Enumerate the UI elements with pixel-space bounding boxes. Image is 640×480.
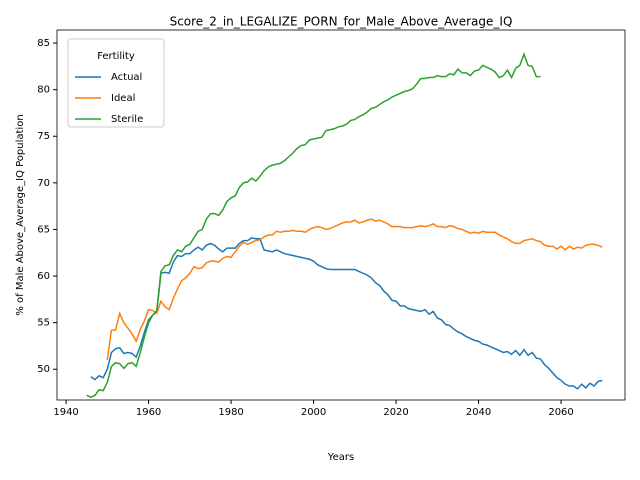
series-line <box>86 52 541 399</box>
series-line <box>90 237 603 390</box>
legend-label: Actual <box>111 72 142 83</box>
series-line <box>106 218 603 361</box>
y-tick-label: 80 <box>37 85 50 96</box>
y-tick-label: 85 <box>37 38 50 49</box>
x-tick-label: 1940 <box>53 407 78 418</box>
x-tick-label: 1960 <box>136 407 161 418</box>
y-tick-label: 75 <box>37 131 50 142</box>
legend-label: Sterile <box>111 114 143 125</box>
chart-title: Score_2_in_LEGALIZE_PORN_for_Male_Above_… <box>170 15 513 29</box>
y-tick-label: 65 <box>37 224 50 235</box>
legend-label: Ideal <box>111 93 135 104</box>
y-tick-label: 55 <box>37 318 50 329</box>
x-tick-label: 2040 <box>466 407 491 418</box>
x-tick-label: 2020 <box>383 407 408 418</box>
y-tick-label: 50 <box>37 364 50 375</box>
y-axis-label: % of Male Above_Average_IQ Population <box>15 114 26 315</box>
x-tick-label: 1980 <box>218 407 243 418</box>
x-tick-label: 2060 <box>548 407 573 418</box>
plot-frame <box>56 29 626 401</box>
x-tick-label: 2000 <box>301 407 326 418</box>
y-tick-label: 70 <box>37 178 50 189</box>
legend-box <box>67 38 165 128</box>
x-axis-label: Years <box>327 452 354 463</box>
legend-title: Fertility <box>97 51 135 62</box>
y-tick-label: 60 <box>37 271 50 282</box>
